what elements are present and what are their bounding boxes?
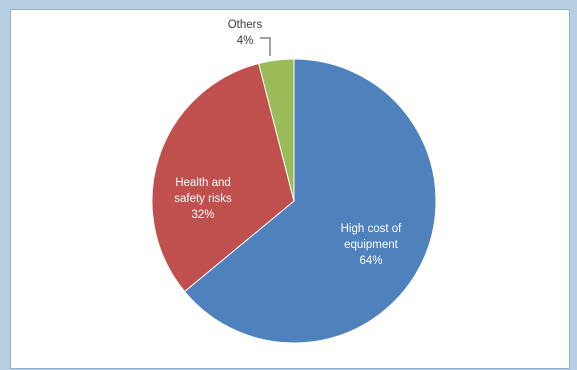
label-high-cost-equipment: High cost of equipment 64%: [341, 223, 403, 267]
leader-line-others: [260, 37, 271, 56]
pie-chart: High cost of equipment 64% Health and safety…: [151, 19, 437, 344]
slice-health-safety-risks: [151, 62, 295, 293]
label-others: Others 4%: [228, 19, 263, 47]
chart-frame: High cost of equipment 64% Health and safety…: [10, 9, 570, 369]
slice-others: [258, 58, 295, 202]
label-health-safety-risks: Health and safety risks 32%: [174, 177, 232, 221]
slice-high-cost-equipment: [183, 58, 437, 344]
